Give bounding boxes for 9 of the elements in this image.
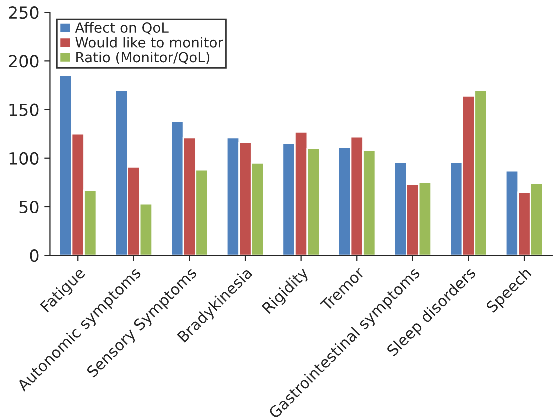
y-tick-label: 50 [20,200,39,214]
legend-label: Affect on QoL [75,22,169,35]
y-tick-label: 0 [30,250,39,262]
legend-label: Would like to monitor [76,37,224,48]
y-tick-label: 150 [10,104,39,116]
y-tick-label: 250 [9,6,39,20]
legend-label: Ratio (Monitor/QoL) [76,52,210,64]
y-tick-label: 100 [10,152,39,165]
y-tick-label: 200 [9,55,39,68]
